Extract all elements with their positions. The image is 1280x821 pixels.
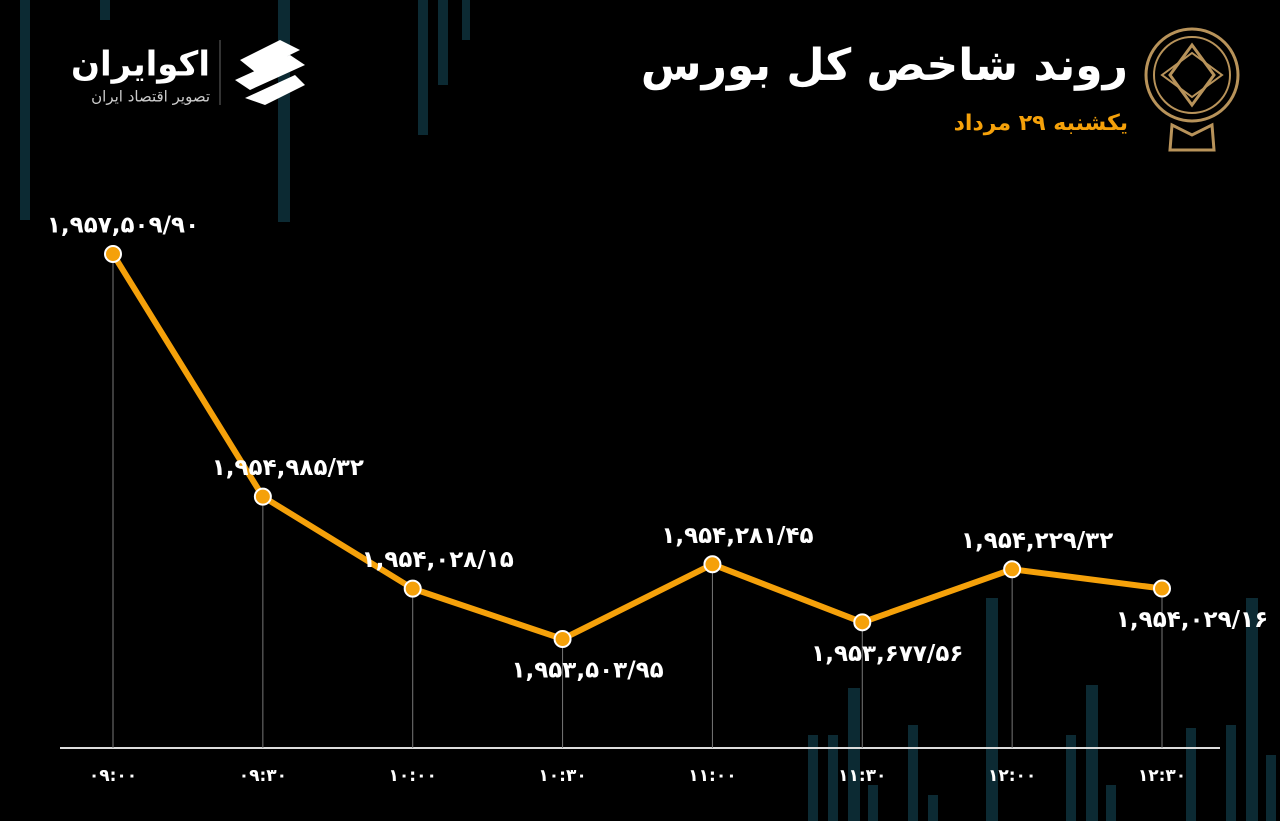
data-label: ۱,۹۵۷,۵۰۹/۹۰ — [47, 213, 199, 239]
chart-subtitle: یکشنبه ۲۹ مرداد — [954, 111, 1128, 136]
point — [253, 487, 272, 506]
data-label: ۱,۹۵۳,۶۷۷/۵۶ — [811, 641, 963, 667]
brand-name: اکوایران — [71, 45, 210, 85]
exchange-logo — [1144, 27, 1240, 152]
x-tick-label: ۱۲:۰۰ — [988, 766, 1036, 786]
brand-logo — [219, 40, 305, 105]
point — [104, 245, 122, 263]
point — [1003, 560, 1022, 579]
x-tick-label: ۱۱:۳۰ — [838, 766, 886, 786]
data-label: ۱,۹۵۴,۰۲۸/۱۵ — [362, 547, 514, 573]
point — [703, 555, 722, 574]
x-tick-label: ۱۰:۰۰ — [389, 766, 437, 786]
data-label: ۱,۹۵۴,۹۸۵/۳۲ — [212, 455, 364, 481]
point — [553, 630, 572, 648]
line — [110, 252, 1163, 642]
x-tick-label: ۱۰:۳۰ — [538, 766, 586, 786]
data-label: ۱,۹۵۴,۲۸۱/۴۵ — [661, 523, 813, 549]
x-tick-label: ۱۱:۰۰ — [688, 766, 736, 786]
point — [403, 579, 422, 598]
point — [853, 613, 872, 632]
x-tick-label: ۱۲:۳۰ — [1138, 766, 1186, 786]
brand-tagline: تصویر اقتصاد ایران — [91, 88, 210, 106]
x-tick-label: ۰۹:۳۰ — [239, 766, 287, 786]
point — [1153, 579, 1171, 598]
chart-title: روند شاخص کل بورس — [641, 40, 1128, 91]
data-label: ۱,۹۵۳,۵۰۳/۹۵ — [511, 658, 663, 684]
x-tick-label: ۰۹:۰۰ — [89, 766, 137, 786]
data-label: ۱,۹۵۴,۲۲۹/۳۲ — [961, 528, 1113, 554]
data-label: ۱,۹۵۴,۰۲۹/۱۶ — [1116, 607, 1268, 633]
